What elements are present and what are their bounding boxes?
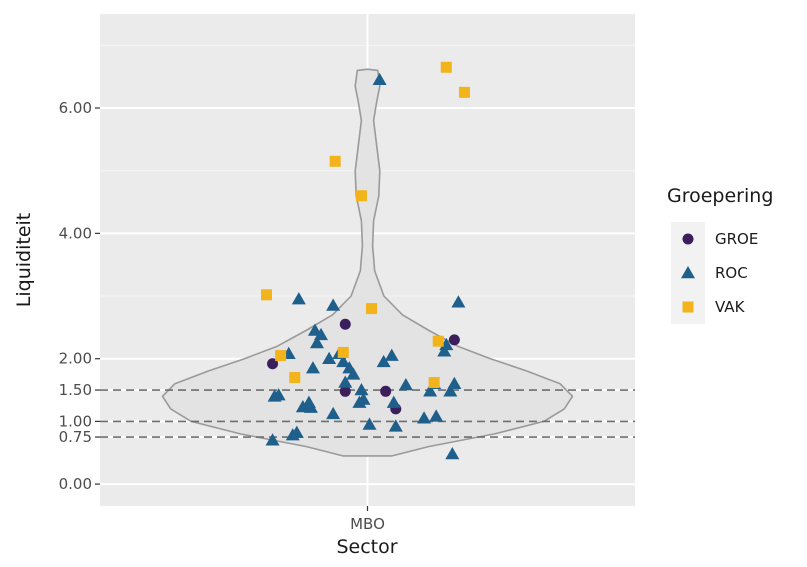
point-vak bbox=[428, 377, 440, 389]
legend-title: Groepering bbox=[667, 185, 773, 207]
point-roc bbox=[384, 348, 399, 361]
point-vak bbox=[366, 303, 378, 315]
legend-entries: GROE ROC VAK bbox=[671, 222, 758, 324]
legend-label: GROE bbox=[715, 230, 758, 248]
point-roc bbox=[398, 378, 413, 391]
point-vak bbox=[355, 190, 367, 202]
point-vak bbox=[337, 346, 349, 358]
point-roc bbox=[386, 395, 401, 408]
point-roc bbox=[291, 292, 306, 305]
point-roc bbox=[310, 336, 324, 349]
y-tick-label: 2.00 bbox=[59, 350, 92, 368]
violin-layer bbox=[161, 68, 574, 457]
point-vak bbox=[440, 61, 452, 73]
y-tick-label: 0.75 bbox=[59, 428, 92, 446]
point-roc bbox=[356, 392, 371, 405]
point-roc bbox=[445, 446, 460, 460]
point-roc bbox=[289, 425, 304, 438]
legend-key-square bbox=[682, 301, 694, 313]
point-roc bbox=[439, 337, 454, 351]
legend-entry-roc: ROC bbox=[671, 256, 748, 290]
x-tick-label: MBO bbox=[350, 515, 385, 533]
x-axis-title: Sector bbox=[336, 536, 397, 558]
data-points bbox=[261, 61, 470, 460]
y-tick-label: 1.00 bbox=[59, 412, 92, 430]
point-roc bbox=[336, 354, 351, 368]
legend-label: VAK bbox=[715, 298, 746, 316]
point-roc bbox=[305, 361, 320, 374]
point-roc bbox=[417, 411, 432, 424]
y-axis: 0.00 0.751.00 1.50 2.00 4.00 6.00 bbox=[59, 99, 100, 493]
point-vak bbox=[329, 155, 341, 167]
point-vak bbox=[458, 86, 470, 98]
legend: Groepering GROE ROC VAK bbox=[667, 185, 773, 324]
y-tick-label: 6.00 bbox=[59, 99, 92, 117]
point-roc bbox=[314, 327, 329, 341]
x-axis: MBO bbox=[350, 506, 385, 533]
point-roc bbox=[338, 375, 353, 388]
point-roc bbox=[322, 351, 337, 364]
point-roc bbox=[303, 400, 318, 413]
y-axis-title: Liquiditeit bbox=[13, 213, 35, 307]
point-vak bbox=[289, 372, 301, 384]
legend-entry-vak: VAK bbox=[671, 290, 746, 324]
y-tick-label: 4.00 bbox=[59, 224, 92, 242]
point-groe bbox=[380, 385, 392, 397]
legend-key-triangle bbox=[681, 266, 695, 279]
legend-key-circle bbox=[682, 233, 694, 245]
point-roc bbox=[423, 384, 438, 397]
legend-entry-groe: GROE bbox=[671, 222, 758, 256]
point-groe bbox=[339, 385, 351, 397]
point-roc bbox=[326, 298, 341, 311]
point-roc bbox=[451, 295, 466, 308]
point-roc bbox=[362, 417, 377, 430]
point-roc bbox=[443, 384, 458, 397]
legend-label: ROC bbox=[715, 264, 748, 282]
point-groe bbox=[448, 334, 460, 346]
point-roc bbox=[429, 409, 444, 422]
point-roc bbox=[346, 367, 361, 380]
point-roc bbox=[271, 388, 286, 401]
y-tick-label: 0.00 bbox=[59, 475, 92, 493]
point-roc bbox=[354, 383, 369, 396]
point-roc bbox=[388, 419, 403, 432]
point-roc bbox=[265, 433, 280, 446]
point-vak bbox=[432, 335, 444, 347]
point-vak bbox=[261, 289, 272, 301]
point-roc bbox=[326, 406, 341, 420]
violin-shape bbox=[161, 68, 574, 457]
point-groe bbox=[339, 318, 351, 330]
point-vak bbox=[275, 350, 287, 362]
point-roc bbox=[376, 354, 391, 368]
y-tick-label: 1.50 bbox=[59, 381, 92, 399]
point-roc bbox=[447, 376, 462, 390]
point-roc bbox=[437, 344, 452, 357]
point-roc bbox=[372, 72, 387, 86]
